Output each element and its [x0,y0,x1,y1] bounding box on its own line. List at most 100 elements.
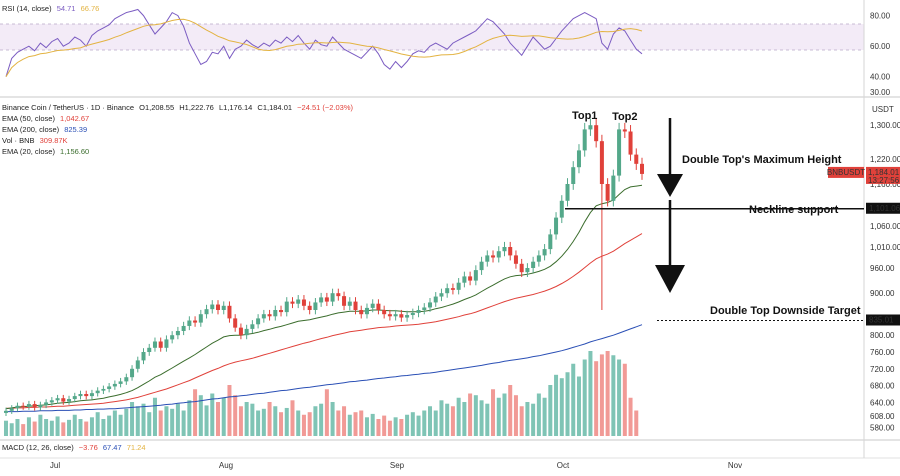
rsi-legend-name: RSI (14, close) [2,4,52,13]
volume-bar [72,414,77,436]
candle-body [187,320,192,326]
volume-legend: Vol · BNB 309.87K [2,136,71,146]
volume-bar [215,402,221,436]
candle [628,125,633,161]
candle [456,278,461,295]
target-tag [866,314,900,326]
candle-body [170,335,175,340]
symbol-tag [828,166,864,178]
candle-body [9,408,14,411]
candle-body [307,305,312,310]
candle [95,387,100,397]
candle [175,326,180,340]
price-tick-label: 1,300.00 [870,121,900,130]
candle [599,134,604,190]
volume-bar [49,420,54,436]
height-annotation: Double Top's Maximum Height [682,154,842,166]
candle [198,309,203,327]
candle [67,395,72,405]
volume-bar [353,412,358,436]
candle [462,271,467,288]
volume-bar [582,359,587,436]
candle-body [387,314,392,317]
candle-body [628,131,633,155]
candle-body [565,184,570,201]
candle [26,400,31,410]
candle-body [256,318,261,325]
volume-bar [67,419,72,436]
candle-body [554,217,559,235]
candle [44,399,49,409]
price-tick-label: 800.00 [870,331,895,340]
candle-body [284,301,289,313]
candle [135,356,140,373]
macd-legend-value: −3.76 [78,443,98,452]
candle [112,380,117,390]
volume-bar [301,414,306,436]
candle [496,246,501,263]
candle-body [95,390,100,394]
volume-bar [611,355,616,436]
ohlc-low: L1,176.14 [218,103,253,112]
candle [55,394,60,404]
candle [433,292,438,307]
candle [78,390,83,400]
target-tag-text: 835.01 [869,315,894,324]
volume-bar [244,402,249,436]
ema-legend-name: EMA (50, close) [2,114,55,123]
candle-body [399,314,404,318]
candle [376,299,381,315]
candle-body [639,163,645,174]
candle-body [301,299,306,306]
volume-bar [376,419,381,436]
volume-bar [130,402,135,436]
candle-body [141,352,146,361]
candle [193,316,198,327]
candle-body [273,310,278,317]
volume-bar [233,395,238,436]
candle [158,337,163,352]
volume-bar [370,413,375,436]
candle [416,305,421,318]
volume-bar [55,416,60,436]
candle [204,304,209,319]
candle [72,392,77,403]
volume-bar [170,408,175,436]
candle-body [519,263,524,273]
rsi-legend-ma-value: 66.76 [80,4,100,13]
volume-bar [210,393,215,436]
candle-body [250,324,255,329]
price-tick-label: 760.00 [870,348,895,357]
volume-bar [89,417,94,436]
candle-body [244,328,249,336]
candle [284,297,289,317]
volume-bar [559,378,564,436]
volume-bar [21,424,26,436]
ema-legend-value: 1,042.67 [60,114,90,123]
candle-body [158,341,163,348]
candle-body [617,129,622,176]
candle [576,144,581,174]
volume-bar [198,395,203,436]
candle [3,407,9,416]
candle-body [525,268,530,273]
candle-body [193,320,198,323]
countdown-text: 13:27:56 [868,176,900,185]
candle [565,178,570,207]
volume-bar [491,389,496,436]
candle-body [279,310,284,313]
volume-bar [3,420,9,436]
candle-body [330,293,335,302]
ema-legend-name: EMA (200, close) [2,125,60,134]
candle [634,148,639,170]
volume-bar [382,415,387,436]
candle-body [571,167,576,184]
candle-body [101,388,106,391]
candle-body [634,154,639,164]
candle [639,157,645,180]
candle-body [548,234,553,250]
volume-legend-name: Vol · BNB [2,136,35,145]
candle [215,300,221,315]
volume-bar [433,410,438,436]
